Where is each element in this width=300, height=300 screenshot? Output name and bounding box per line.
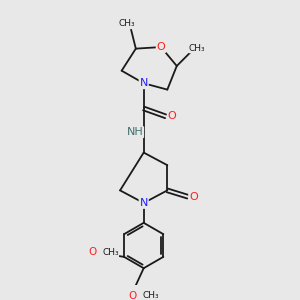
Text: O: O	[157, 42, 165, 52]
Text: CH₃: CH₃	[189, 44, 206, 52]
Text: O: O	[168, 111, 176, 122]
Text: O: O	[88, 247, 97, 257]
Text: O: O	[129, 291, 137, 300]
Text: CH₃: CH₃	[142, 291, 159, 300]
Text: CH₃: CH₃	[102, 248, 119, 256]
Text: O: O	[189, 192, 198, 202]
Text: N: N	[140, 78, 148, 88]
Text: N: N	[140, 198, 148, 208]
Text: NH: NH	[127, 127, 143, 137]
Text: CH₃: CH₃	[118, 19, 135, 28]
